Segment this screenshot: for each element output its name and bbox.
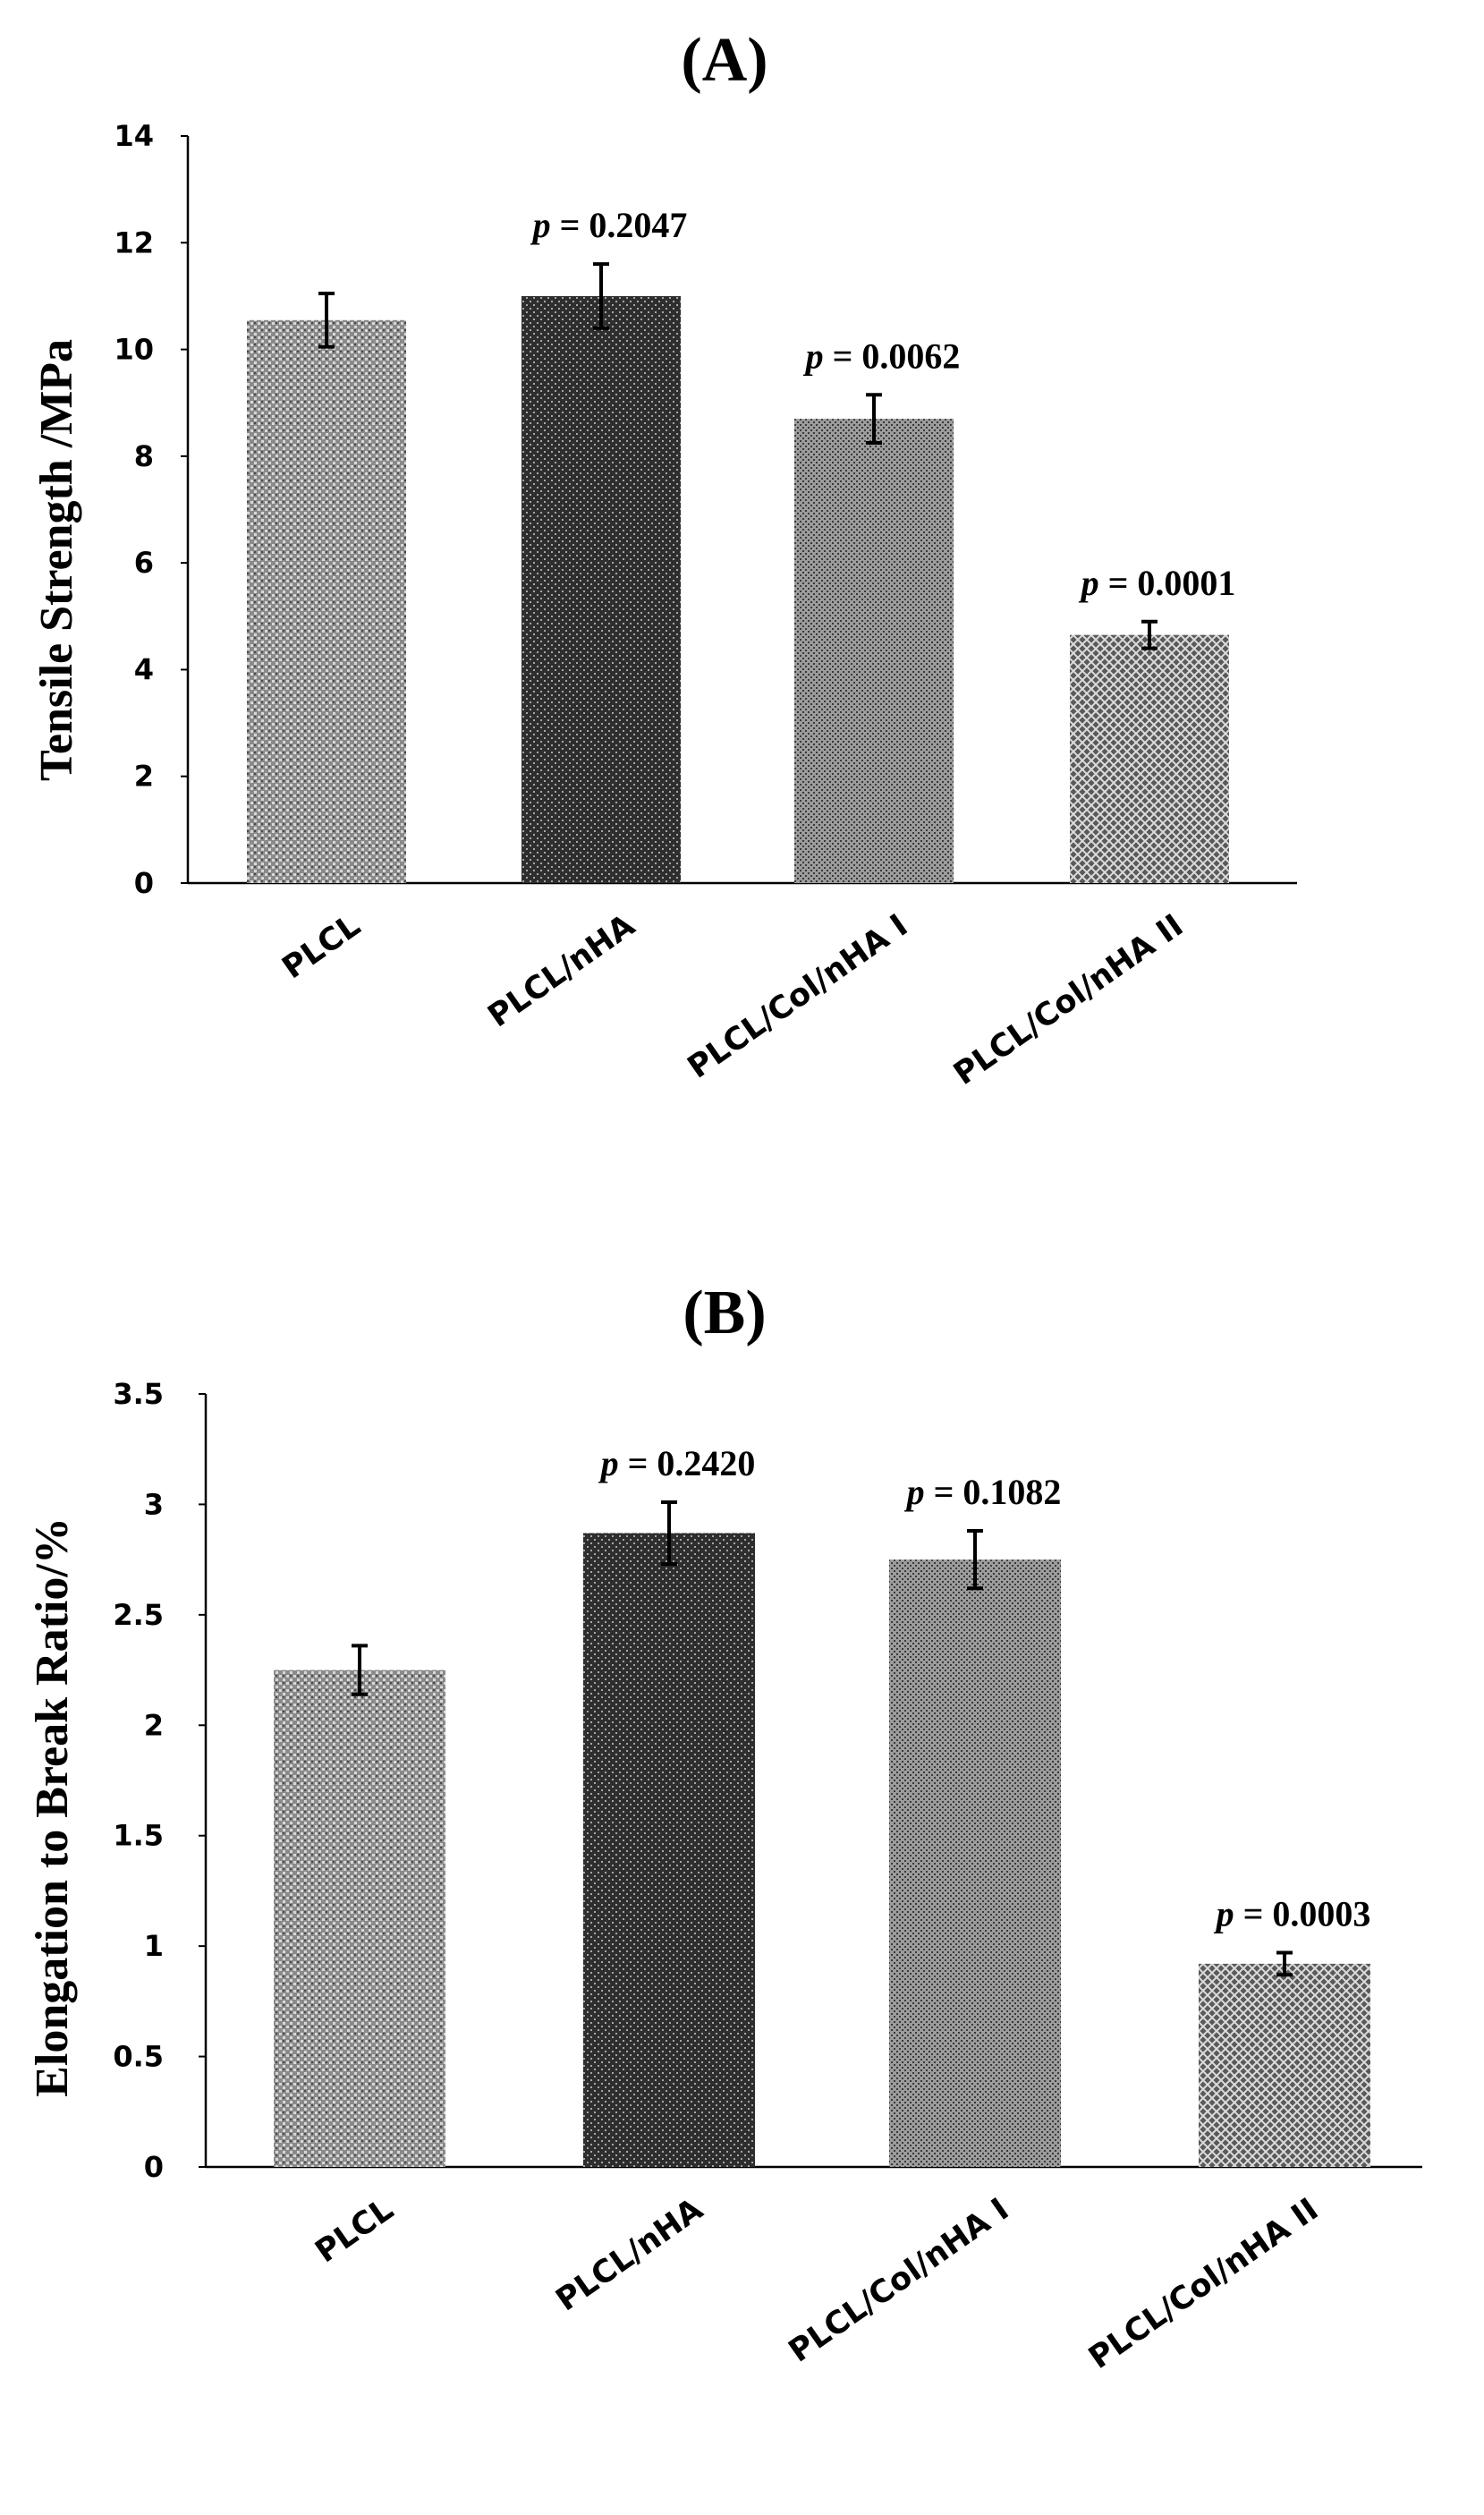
- x-tick-label: PLCL: [276, 908, 368, 987]
- error-bar: [593, 262, 609, 330]
- x-tick-label: PLCL/nHA: [482, 908, 642, 1035]
- y-tick-label: 3: [144, 1487, 164, 1521]
- p-value-label: p = 0.1082: [904, 1472, 1062, 1512]
- y-tick-label: 6: [134, 546, 154, 580]
- error-bar: [1141, 619, 1158, 650]
- bar-plcl: [247, 319, 406, 884]
- panel-b-bars: PLCL p = 0.2420 PLCL/nHA p = 0.1082 PLCL/Col…: [274, 1443, 1370, 2376]
- p-value-label: p = 0.0001: [1079, 563, 1236, 603]
- error-bar: [661, 1500, 677, 1567]
- p-value-label: p = 0.2420: [598, 1443, 756, 1483]
- bar-plcl-col-nha-i: [794, 419, 954, 883]
- bar-plcl-nha: [522, 295, 681, 883]
- x-tick-label: PLCL/Col/nHA II: [1082, 2192, 1325, 2376]
- y-tick-label: 2.5: [113, 1598, 164, 1632]
- panel-a-y-ticks: 0 2 4 6 8 10 12 14: [114, 119, 188, 900]
- bar-plcl-col-nha-i: [889, 1559, 1061, 2167]
- x-tick-label: PLCL/Col/nHA II: [947, 908, 1190, 1092]
- panel-b-y-axis-label: Elongation to Break Ratio/%: [27, 1517, 78, 2097]
- y-tick-label: 4: [134, 652, 154, 686]
- panel-b-label: (B): [683, 1279, 766, 1347]
- error-bar: [866, 393, 882, 445]
- y-tick-label: 3.5: [113, 1377, 164, 1411]
- panel-a: (A) Tensile Strength /MPa 0 2 4 6 8 10 12 14 PL…: [31, 26, 1297, 1092]
- y-tick-label: 12: [114, 225, 154, 259]
- bar-plcl: [274, 1670, 445, 2167]
- y-tick-label: 1.5: [113, 1819, 164, 1853]
- panel-b: (B) Elongation to Break Ratio/% 0 0.5 1 1.5…: [27, 1279, 1422, 2376]
- y-tick-label: 2: [144, 1708, 164, 1742]
- error-bar: [352, 1644, 368, 1696]
- panel-a-bars: PLCL p = 0.2047 PLCL/nHA p = 0.0062 PLCL/Col…: [247, 205, 1235, 1092]
- y-tick-label: 2: [134, 760, 154, 794]
- bar-plcl-nha: [583, 1533, 755, 2167]
- error-bar: [967, 1529, 983, 1591]
- bar-plcl-col-nha-ii: [1070, 634, 1229, 883]
- panel-a-label: (A): [681, 26, 767, 95]
- y-tick-label: 0: [134, 866, 154, 900]
- y-tick-label: 1: [144, 1929, 164, 1963]
- y-tick-label: 14: [114, 119, 154, 153]
- y-tick-label: 10: [114, 333, 154, 367]
- error-bar: [1276, 1950, 1293, 1977]
- bar-plcl-col-nha-ii: [1199, 1963, 1370, 2167]
- x-tick-label: PLCL/Col/nHA I: [682, 908, 914, 1086]
- x-tick-label: PLCL/Col/nHA I: [783, 2192, 1015, 2370]
- y-tick-label: 0.5: [113, 2040, 164, 2074]
- error-bar: [318, 291, 335, 349]
- x-tick-label: PLCL: [310, 2192, 401, 2271]
- x-tick-label: PLCL/nHA: [550, 2192, 710, 2319]
- p-value-label: p = 0.0062: [803, 336, 961, 376]
- panel-a-y-axis-label: Tensile Strength /MPa: [31, 339, 82, 781]
- y-tick-label: 8: [134, 439, 154, 473]
- y-tick-label: 0: [144, 2150, 164, 2184]
- panel-b-y-ticks: 0 0.5 1 1.5 2 2.5 3 3.5: [113, 1377, 206, 2184]
- p-value-label: p = 0.2047: [530, 205, 688, 245]
- p-value-label: p = 0.0003: [1214, 1894, 1371, 1934]
